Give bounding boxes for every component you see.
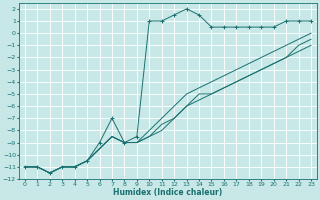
X-axis label: Humidex (Indice chaleur): Humidex (Indice chaleur) xyxy=(113,188,223,197)
